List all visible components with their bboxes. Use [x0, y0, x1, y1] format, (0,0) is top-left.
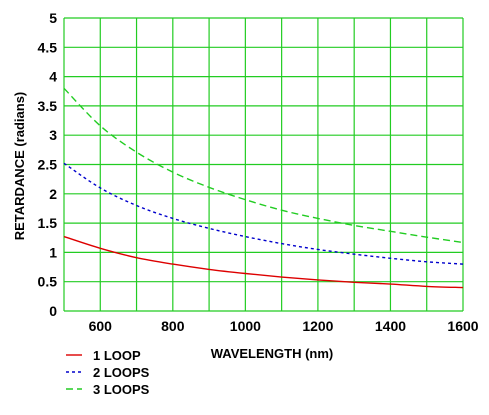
x-axis-label: WAVELENGTH (nm) — [211, 346, 334, 361]
y-tick-label: 2.5 — [38, 157, 58, 173]
series-lines — [63, 87, 464, 289]
series-line-3 — [63, 87, 464, 244]
series-line-1 — [63, 235, 464, 289]
y-tick-label: 3 — [49, 127, 57, 143]
legend-label-2: 2 LOOPS — [93, 365, 150, 380]
y-tick-label: 1 — [49, 244, 57, 260]
y-tick-label: 0.5 — [38, 274, 58, 290]
y-tick-label: 0 — [49, 303, 57, 319]
y-axis-label: RETARDANCE (radians) — [12, 92, 27, 241]
y-tick-label: 4 — [49, 69, 57, 85]
tick-labels: 0 0.5 1 1.5 2 2.5 3 3.5 4 4.5 5 600 800 1000 1200 1400 1… — [38, 10, 479, 334]
legend: 1 LOOP 2 LOOPS 3 LOOPS — [66, 348, 150, 397]
legend-label-3: 3 LOOPS — [93, 382, 150, 397]
y-tick-label: 3.5 — [38, 98, 58, 114]
x-tick-label: 600 — [89, 318, 113, 334]
x-tick-label: 800 — [161, 318, 185, 334]
y-tick-label: 2 — [49, 186, 57, 202]
y-tick-label: 4.5 — [38, 39, 58, 55]
x-tick-label: 1200 — [302, 318, 333, 334]
legend-label-1: 1 LOOP — [93, 348, 141, 363]
series-line-2 — [63, 162, 464, 265]
x-tick-label: 1400 — [375, 318, 406, 334]
x-tick-label: 1600 — [447, 318, 478, 334]
x-tick-label: 1000 — [230, 318, 261, 334]
grid — [63, 17, 464, 312]
y-tick-label: 5 — [49, 10, 57, 26]
y-tick-label: 1.5 — [38, 215, 58, 231]
